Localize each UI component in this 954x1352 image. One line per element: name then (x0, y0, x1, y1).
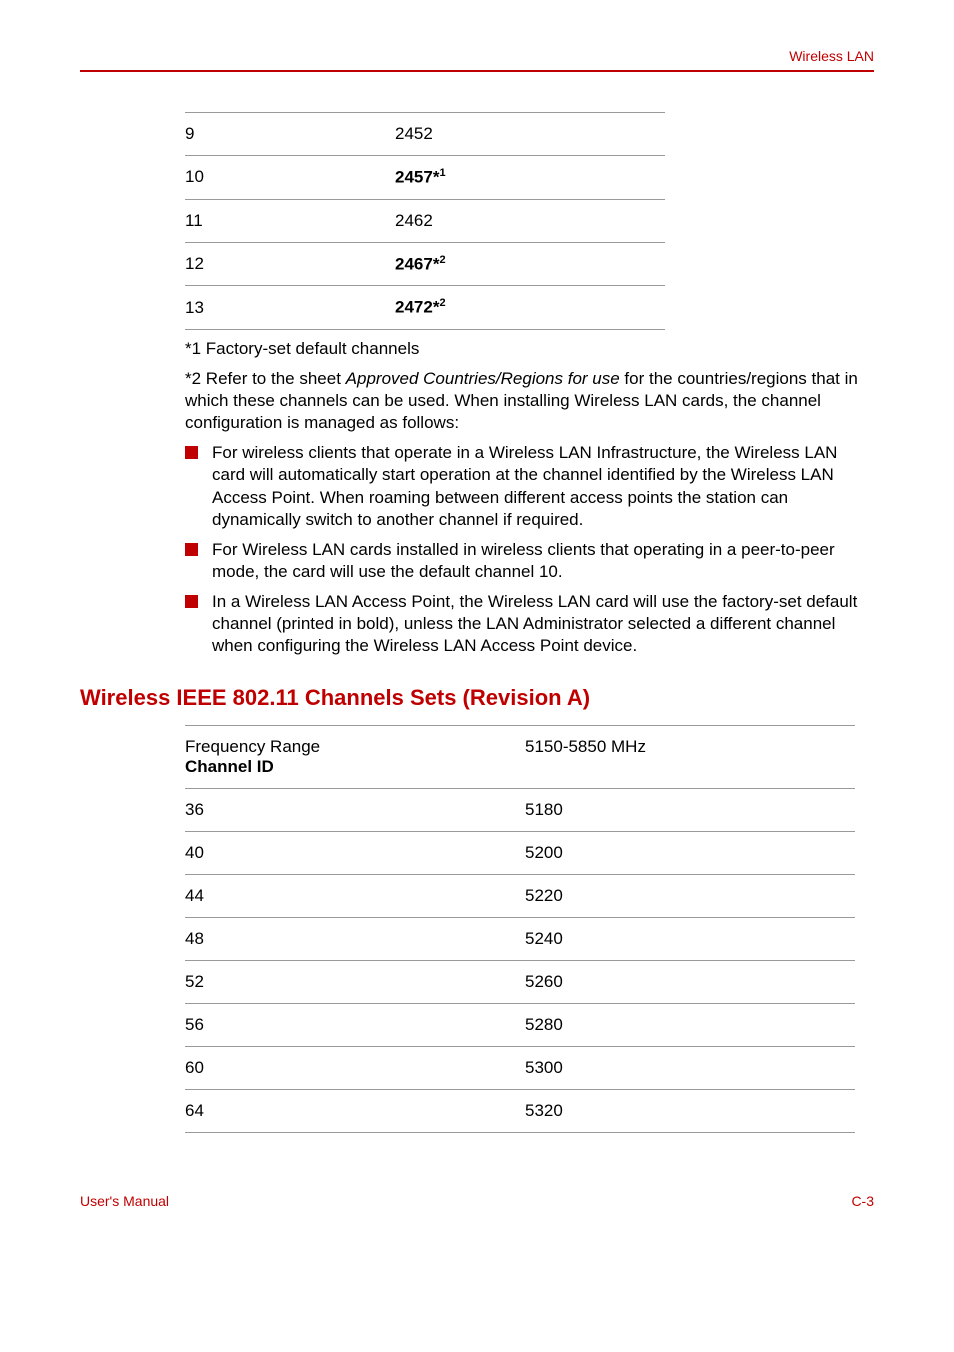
channel-id-cell: 12 (185, 242, 395, 286)
footer-left: User's Manual (80, 1193, 169, 1209)
table-row: 405200 (185, 832, 855, 875)
list-item: For Wireless LAN cards installed in wire… (185, 539, 874, 583)
bullet-text: For wireless clients that operate in a W… (212, 442, 874, 530)
channel-id-cell: 11 (185, 199, 395, 242)
frequency-cell: 5300 (465, 1047, 855, 1090)
table-row: 122467*2 (185, 242, 665, 286)
section-heading: Wireless IEEE 802.11 Channels Sets (Revi… (80, 685, 874, 711)
channel-id-cell: 10 (185, 156, 395, 200)
note-1: *1 Factory-set default channels (185, 338, 874, 360)
table-row: 525260 (185, 961, 855, 1004)
bullet-icon (185, 446, 198, 459)
channel-id-cell: 60 (185, 1047, 465, 1090)
table-row: 92452 (185, 113, 665, 156)
note-2: *2 Refer to the sheet Approved Countries… (185, 368, 874, 434)
table-row: 605300 (185, 1047, 855, 1090)
frequency-cell: 2452 (395, 113, 665, 156)
channel-id-cell: 9 (185, 113, 395, 156)
channel-table-bg: 92452102457*1112462122467*2132472*2 (185, 112, 665, 330)
frequency-cell: 2472*2 (395, 286, 665, 330)
frequency-cell: 5200 (465, 832, 855, 875)
channel-id-cell: 64 (185, 1090, 465, 1133)
frequency-cell: 5240 (465, 918, 855, 961)
footer-right: C-3 (851, 1193, 874, 1209)
table-row: 565280 (185, 1004, 855, 1047)
page-footer: User's Manual C-3 (80, 1193, 874, 1209)
table2-header-col2: 5150-5850 MHz (465, 726, 855, 789)
channel-id-cell: 40 (185, 832, 465, 875)
table-row: 112462 (185, 199, 665, 242)
frequency-cell: 5220 (465, 875, 855, 918)
frequency-cell: 2462 (395, 199, 665, 242)
frequency-cell: 2467*2 (395, 242, 665, 286)
table-header-row: Frequency RangeChannel ID5150-5850 MHz (185, 726, 855, 789)
channel-id-cell: 36 (185, 789, 465, 832)
channel-table-a: Frequency RangeChannel ID5150-5850 MHz36… (185, 725, 855, 1133)
channel-id-cell: 44 (185, 875, 465, 918)
bullet-icon (185, 595, 198, 608)
list-item: In a Wireless LAN Access Point, the Wire… (185, 591, 874, 657)
bullet-list: For wireless clients that operate in a W… (185, 442, 874, 657)
frequency-cell: 5280 (465, 1004, 855, 1047)
header-title: Wireless LAN (789, 48, 874, 64)
note2-italic: Approved Countries/Regions for use (346, 369, 620, 388)
frequency-cell: 5180 (465, 789, 855, 832)
frequency-cell: 2457*1 (395, 156, 665, 200)
table-row: 485240 (185, 918, 855, 961)
note2-pre: *2 Refer to the sheet (185, 369, 346, 388)
table-row: 102457*1 (185, 156, 665, 200)
table-row: 132472*2 (185, 286, 665, 330)
channel-id-cell: 13 (185, 286, 395, 330)
channel-id-cell: 52 (185, 961, 465, 1004)
bullet-icon (185, 543, 198, 556)
table-row: 365180 (185, 789, 855, 832)
table2-header-col1: Frequency RangeChannel ID (185, 726, 465, 789)
table-row: 445220 (185, 875, 855, 918)
bullet-text: In a Wireless LAN Access Point, the Wire… (212, 591, 874, 657)
channel-id-cell: 56 (185, 1004, 465, 1047)
table-row: 645320 (185, 1090, 855, 1133)
list-item: For wireless clients that operate in a W… (185, 442, 874, 530)
frequency-cell: 5320 (465, 1090, 855, 1133)
frequency-cell: 5260 (465, 961, 855, 1004)
page-header: Wireless LAN (80, 48, 874, 72)
bullet-text: For Wireless LAN cards installed in wire… (212, 539, 874, 583)
channel-id-cell: 48 (185, 918, 465, 961)
